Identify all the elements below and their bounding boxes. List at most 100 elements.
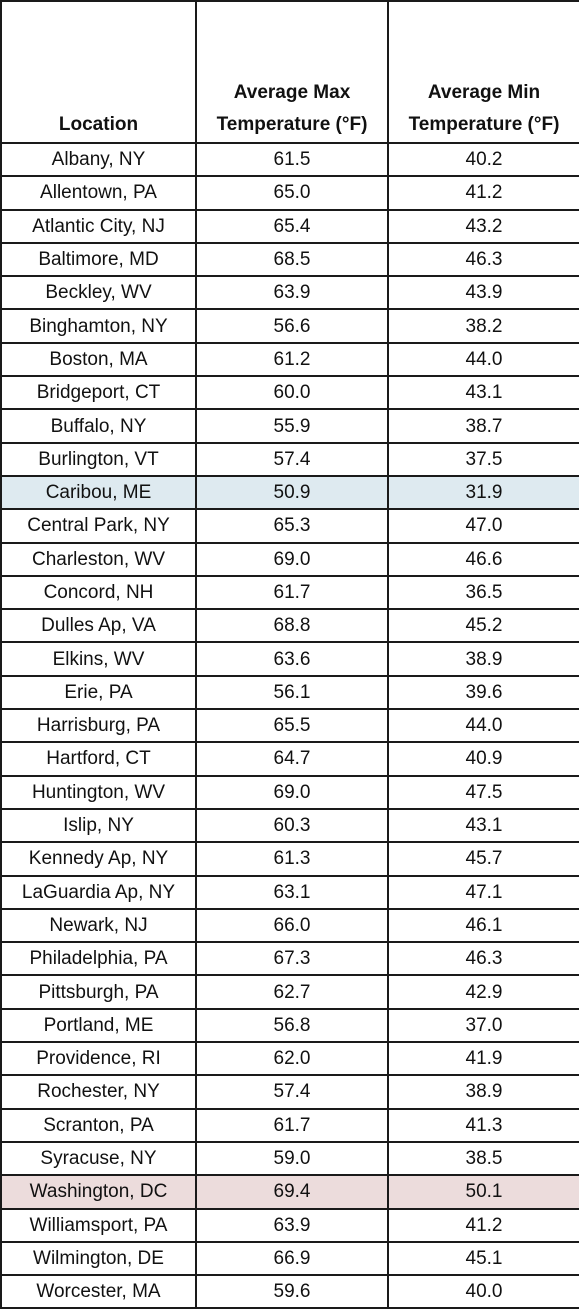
- table-row: Islip, NY 60.3 43.1: [0, 807, 579, 844]
- location-cell: Central Park, NY: [0, 508, 197, 544]
- table-header: Location Average Max Temperature (°F) Aver…: [0, 0, 579, 144]
- table-row: LaGuardia Ap, NY 63.1 47.1: [0, 874, 579, 910]
- table-row: Albany, NY 61.5 40.2: [0, 141, 579, 178]
- temperature-cell: 41.2: [387, 175, 579, 211]
- temperature-cell: 60.3: [195, 807, 389, 844]
- temperature-cell: 62.0: [195, 1041, 389, 1077]
- temperature-cell: 43.1: [387, 807, 579, 844]
- temperature-cell: 38.2: [387, 308, 579, 344]
- table-row: Charleston, WV 69.0 46.6: [0, 541, 579, 577]
- location-cell: Philadelphia, PA: [0, 941, 197, 977]
- table-row: Bridgeport, CT 60.0 43.1: [0, 375, 579, 411]
- table-row: Burlington, VT 57.4 37.5: [0, 441, 579, 477]
- temperature-cell: 61.7: [195, 574, 389, 611]
- temperature-cell: 61.2: [195, 341, 389, 378]
- location-cell: Boston, MA: [0, 341, 197, 378]
- location-cell: Washington, DC: [0, 1174, 197, 1210]
- location-cell: Hartford, CT: [0, 741, 197, 777]
- temperature-cell: 67.3: [195, 941, 389, 977]
- location-cell: Caribou, ME: [0, 474, 197, 511]
- temperature-cell: 61.5: [195, 141, 389, 178]
- location-cell: Buffalo, NY: [0, 408, 197, 444]
- temperature-cell: 50.9: [195, 474, 389, 511]
- location-cell: Huntington, WV: [0, 774, 197, 810]
- temperature-cell: 46.6: [387, 541, 579, 577]
- location-cell: LaGuardia Ap, NY: [0, 874, 197, 910]
- temperature-cell: 40.0: [387, 1274, 579, 1310]
- location-cell: Concord, NH: [0, 574, 197, 611]
- location-cell: Bridgeport, CT: [0, 375, 197, 411]
- table-row: Wilmington, DE 66.9 45.1: [0, 1240, 579, 1277]
- column-header: Location: [0, 0, 197, 144]
- temperature-cell: 61.3: [195, 841, 389, 877]
- temperature-cell: 39.6: [387, 674, 579, 711]
- temperature-cell: 65.0: [195, 175, 389, 211]
- temperature-cell: 69.4: [195, 1174, 389, 1210]
- table-body: Albany, NY 61.5 40.2 Allentown, PA 65.0 41.2 A…: [0, 141, 579, 1310]
- location-cell: Portland, ME: [0, 1007, 197, 1044]
- temperature-cell: 63.9: [195, 1207, 389, 1243]
- temperature-cell: 38.7: [387, 408, 579, 444]
- location-cell: Providence, RI: [0, 1041, 197, 1077]
- temperature-cell: 36.5: [387, 574, 579, 611]
- temperature-cell: 46.3: [387, 241, 579, 278]
- temperature-cell: 41.2: [387, 1207, 579, 1243]
- temperature-cell: 41.9: [387, 1041, 579, 1077]
- temperature-cell: 45.2: [387, 608, 579, 644]
- location-cell: Harrisburg, PA: [0, 708, 197, 744]
- temperature-cell: 56.6: [195, 308, 389, 344]
- table-row: Erie, PA 56.1 39.6: [0, 674, 579, 711]
- table-row: Newark, NJ 66.0 46.1: [0, 907, 579, 944]
- location-cell: Baltimore, MD: [0, 241, 197, 278]
- location-cell: Pittsburgh, PA: [0, 974, 197, 1010]
- location-cell: Worcester, MA: [0, 1274, 197, 1310]
- table-row: Williamsport, PA 63.9 41.2: [0, 1207, 579, 1243]
- temperature-cell: 38.9: [387, 1074, 579, 1110]
- temperature-cell: 37.0: [387, 1007, 579, 1044]
- temperature-cell: 65.4: [195, 208, 389, 244]
- table-row: Pittsburgh, PA 62.7 42.9: [0, 974, 579, 1010]
- header-row: Location Average Max Temperature (°F) Aver…: [0, 0, 579, 144]
- location-cell: Albany, NY: [0, 141, 197, 178]
- table-row: Rochester, NY 57.4 38.9: [0, 1074, 579, 1110]
- table-row: Scranton, PA 61.7 41.3: [0, 1107, 579, 1143]
- location-cell: Dulles Ap, VA: [0, 608, 197, 644]
- temperature-cell: 43.1: [387, 375, 579, 411]
- table-row: Caribou, ME 50.9 31.9: [0, 474, 579, 511]
- location-cell: Elkins, WV: [0, 641, 197, 677]
- table-row: Hartford, CT 64.7 40.9: [0, 741, 579, 777]
- table-row: Syracuse, NY 59.0 38.5: [0, 1140, 579, 1177]
- temperature-cell: 57.4: [195, 441, 389, 477]
- table-row: Washington, DC 69.4 50.1: [0, 1174, 579, 1210]
- table-row: Portland, ME 56.8 37.0: [0, 1007, 579, 1044]
- temperature-cell: 64.7: [195, 741, 389, 777]
- temperature-cell: 66.9: [195, 1240, 389, 1277]
- location-cell: Newark, NJ: [0, 907, 197, 944]
- location-cell: Charleston, WV: [0, 541, 197, 577]
- location-cell: Erie, PA: [0, 674, 197, 711]
- location-cell: Rochester, NY: [0, 1074, 197, 1110]
- temperature-cell: 43.2: [387, 208, 579, 244]
- temperature-cell: 60.0: [195, 375, 389, 411]
- column-header: Average Max Temperature (°F): [195, 0, 389, 144]
- temperature-cell: 47.5: [387, 774, 579, 810]
- temperature-cell: 63.1: [195, 874, 389, 910]
- table-row: Dulles Ap, VA 68.8 45.2: [0, 608, 579, 644]
- location-cell: Islip, NY: [0, 807, 197, 844]
- location-cell: Burlington, VT: [0, 441, 197, 477]
- temperature-cell: 41.3: [387, 1107, 579, 1143]
- temperature-cell: 46.3: [387, 941, 579, 977]
- temperature-cell: 42.9: [387, 974, 579, 1010]
- column-header: Average Min Temperature (°F): [387, 0, 579, 144]
- temperature-cell: 57.4: [195, 1074, 389, 1110]
- location-cell: Wilmington, DE: [0, 1240, 197, 1277]
- table-row: Harrisburg, PA 65.5 44.0: [0, 708, 579, 744]
- table-row: Providence, RI 62.0 41.9: [0, 1041, 579, 1077]
- location-cell: Allentown, PA: [0, 175, 197, 211]
- temperature-cell: 37.5: [387, 441, 579, 477]
- temperature-cell: 43.9: [387, 275, 579, 311]
- temperature-cell: 31.9: [387, 474, 579, 511]
- temperature-cell: 38.5: [387, 1140, 579, 1177]
- location-cell: Scranton, PA: [0, 1107, 197, 1143]
